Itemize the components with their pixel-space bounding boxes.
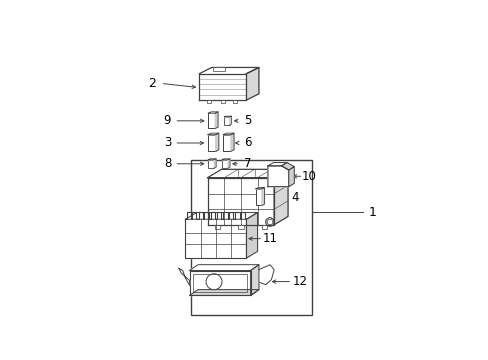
Polygon shape — [267, 166, 288, 186]
Bar — [222, 159, 228, 168]
Polygon shape — [185, 212, 246, 258]
Text: 3: 3 — [163, 136, 171, 149]
Bar — [238, 225, 243, 229]
Polygon shape — [189, 265, 259, 270]
Text: 8: 8 — [163, 157, 171, 170]
Polygon shape — [223, 133, 234, 135]
Bar — [221, 100, 224, 103]
Polygon shape — [262, 188, 264, 205]
Bar — [191, 159, 311, 315]
Polygon shape — [215, 133, 218, 151]
Bar — [207, 135, 215, 151]
Bar — [255, 189, 262, 205]
Text: 4: 4 — [291, 190, 298, 203]
Polygon shape — [189, 290, 259, 296]
Polygon shape — [189, 270, 250, 296]
Bar — [208, 113, 215, 129]
Polygon shape — [288, 167, 294, 186]
Bar — [224, 117, 229, 125]
Polygon shape — [246, 67, 259, 100]
Text: 6: 6 — [244, 136, 251, 149]
Polygon shape — [207, 169, 287, 177]
Polygon shape — [178, 268, 189, 285]
Polygon shape — [185, 212, 257, 219]
Bar — [215, 225, 220, 229]
Polygon shape — [199, 67, 259, 74]
Text: 11: 11 — [262, 232, 277, 245]
Circle shape — [205, 274, 222, 290]
Text: 7: 7 — [244, 157, 251, 170]
Text: 2: 2 — [148, 77, 156, 90]
Text: 5: 5 — [244, 114, 251, 127]
Polygon shape — [250, 265, 259, 296]
Polygon shape — [267, 162, 286, 166]
Bar — [223, 135, 230, 151]
Polygon shape — [274, 169, 287, 225]
Text: 12: 12 — [292, 275, 307, 288]
Polygon shape — [229, 116, 231, 125]
Text: 9: 9 — [163, 114, 171, 127]
Bar — [208, 159, 214, 168]
Text: 1: 1 — [368, 206, 376, 219]
Polygon shape — [215, 112, 218, 129]
Polygon shape — [230, 133, 234, 151]
Bar — [261, 225, 266, 229]
Polygon shape — [259, 265, 274, 285]
Bar — [232, 100, 236, 103]
Polygon shape — [207, 133, 218, 135]
Polygon shape — [228, 159, 229, 168]
Bar — [206, 100, 210, 103]
Polygon shape — [199, 74, 246, 100]
Text: 10: 10 — [301, 170, 316, 183]
Polygon shape — [281, 162, 294, 170]
Polygon shape — [255, 188, 264, 189]
Polygon shape — [208, 112, 218, 113]
Bar — [213, 67, 225, 71]
Polygon shape — [224, 116, 231, 117]
Polygon shape — [246, 212, 257, 258]
Polygon shape — [214, 159, 216, 168]
Polygon shape — [207, 177, 274, 225]
